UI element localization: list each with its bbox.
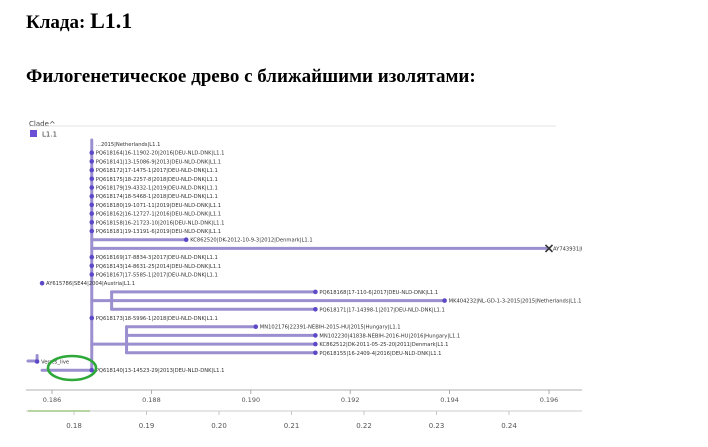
tip-label: PQ618172|17-1475-1|2017|DEU-NLD-DNK|L1.1	[96, 168, 218, 174]
bottom-axis-tick-label: 0.23	[429, 422, 445, 430]
tip-label: MN102230|41838-NEBIH-2016-HU|2016|Hungar…	[319, 333, 460, 339]
legend-item: L1.1	[42, 131, 57, 139]
tip-node	[89, 272, 95, 277]
tip-node	[89, 367, 95, 373]
tip-label: PQ618158|16-21723-10|2016|DEU-NLD-DNK|L1…	[96, 220, 225, 226]
phylogenetic-tree: Clade ^ L1.1 …2015|Netherlands|L1.1 PQ618…	[26, 120, 639, 404]
tip-label: Verres_live	[41, 360, 69, 366]
tip-label: PQ618155|16-2409-4|2016|DEU-NLD-DNK|L1.1	[319, 351, 441, 357]
tip-node	[89, 185, 95, 190]
top-axis-tick-label: 0.190	[241, 396, 260, 404]
tip-node	[442, 298, 447, 303]
tip-label: PQ618140|13-14523-29|2013|DEU-NLD-DNK|L1…	[96, 368, 225, 374]
tip-label: PQ618143|14-8631-25|2014|DEU-NLD-DNK|L1.…	[96, 264, 221, 270]
top-axis-tick-label: 0.186	[43, 396, 62, 404]
tip-label: PQ618167|17-5585-1|2017|DEU-NLD-DNK|L1.1	[96, 273, 218, 279]
top-axis-tick-label: 0.192	[341, 396, 360, 404]
tip-node	[313, 341, 318, 347]
tip-label: PQ618141|13-15086-9|2013|DEU-NLD-DNK|L1.…	[96, 159, 221, 165]
tip-node	[313, 289, 318, 295]
tip-label: PQ618164|16-11902-20|2016|DEU-NLD-DNK|L1…	[96, 151, 225, 157]
clade-label: Клада:	[26, 12, 86, 33]
tip-label: PQ618179|19-4332-1|2019|DEU-NLD-DNK|L1.1	[96, 186, 218, 192]
tip-node	[89, 176, 95, 182]
tip-label: PQ618180|19-1071-11|2019|DEU-NLD-DNK|L1.…	[96, 203, 221, 209]
tip-label: KC862520|DK-2012-10-9-3|2012|Denmark|L1.…	[190, 238, 312, 244]
tip-node	[89, 315, 95, 321]
tip-label: PQ618171|17-14398-1|2017|DEU-NLD-DNK|L1.…	[319, 307, 444, 313]
bottom-axis-tick-label: 0.18	[66, 422, 82, 430]
bottom-axis-tick-label: 0.19	[139, 422, 155, 430]
tip-label: PQ618169|17-8834-3|2017|DEU-NLD-DNK|L1.1	[96, 255, 218, 261]
tip-label: MN102176|22391-NEBIH-2015-HU|2015|Hungar…	[260, 325, 401, 331]
tip-node	[89, 254, 95, 260]
tip-node	[89, 193, 95, 199]
bottom-axis-tick-label: 0.20	[211, 422, 227, 430]
tip-label: MK404232|NL-GD-1-3-2015|2015|Netherlands…	[449, 299, 582, 305]
tip-node	[34, 359, 40, 364]
clade-heading: Клада: L1.1	[26, 8, 132, 34]
legend-swatch	[30, 130, 37, 137]
tree-tips: …2015|Netherlands|L1.1 PQ618164|16-11902-…	[34, 142, 639, 374]
tip-node	[89, 228, 95, 234]
tip-node	[313, 307, 318, 312]
tip-node	[89, 150, 95, 155]
tip-node	[183, 237, 189, 242]
phylogenetic-tree-panel: Clade ^ L1.1 …2015|Netherlands|L1.1 PQ618…	[26, 117, 639, 407]
tip-node	[39, 280, 45, 286]
tip-label: PQ618173|18-5996-1|2018|DEU-NLD-DNK|L1.1	[96, 316, 218, 322]
tip-label: PQ618162|16-12727-1|2016|DEU-NLD-DNK|L1.…	[96, 212, 221, 218]
bottom-axis: 0.18 0.19 0.20 0.21 0.22 0.23 0.24	[26, 408, 582, 442]
tip-node	[89, 167, 95, 173]
tip-label: AY615786|SE44|2004|Austria|L1.1	[46, 281, 135, 287]
tip-label: PQ618168|17-110-6|2017|DEU-NLD-DNK|L1.1	[319, 290, 438, 296]
top-axis-tick-label: 0.188	[142, 396, 161, 404]
tip-label: PQ618175|18-2257-8|2018|DEU-NLD-DNK|L1.1	[96, 177, 218, 183]
highlight-circle	[46, 354, 98, 382]
tree-subtitle: Филогенетическое древо с ближайшими изол…	[26, 66, 476, 87]
tip-node	[89, 202, 95, 208]
tip-node	[89, 211, 95, 216]
tip-label: …2015|Netherlands|L1.1	[96, 142, 161, 148]
tip-node	[313, 350, 318, 356]
tip-label: PQ618181|19-13191-6|2019|DEU-NLD-DNK|L1.…	[96, 229, 221, 235]
tip-node	[89, 159, 95, 164]
tip-node	[89, 220, 95, 225]
tree-branches	[26, 138, 551, 372]
legend-title: Clade	[29, 120, 49, 128]
top-axis-tick-label: 0.196	[540, 396, 559, 404]
bottom-axis-tick-label: 0.24	[501, 422, 517, 430]
tip-x-marker	[544, 244, 554, 253]
tip-label: KC862512|DK-2011-05-25-20|2011|Denmark|L…	[319, 342, 448, 348]
tip-node	[89, 263, 95, 269]
tip-node	[253, 324, 259, 329]
top-axis: 0.186 0.188 0.190 0.192 0.194 0.196	[26, 389, 582, 404]
bottom-axis-tick-label: 0.21	[284, 422, 300, 430]
bottom-axis-tick-label: 0.22	[356, 422, 372, 430]
bottom-axis-svg: 0.18 0.19 0.20 0.21 0.22 0.23 0.24	[26, 410, 582, 430]
tip-label: AY743931|Porcile|2004|Italy|L1.1	[553, 246, 582, 252]
clade-value: L1.1	[90, 8, 133, 33]
legend-caret-icon[interactable]: ^	[49, 120, 56, 129]
tip-label: PQ618174|18-5468-1|2018|DEU-NLD-DNK|L1.1	[96, 194, 218, 200]
tip-node	[313, 333, 318, 338]
top-axis-tick-label: 0.194	[440, 396, 459, 404]
